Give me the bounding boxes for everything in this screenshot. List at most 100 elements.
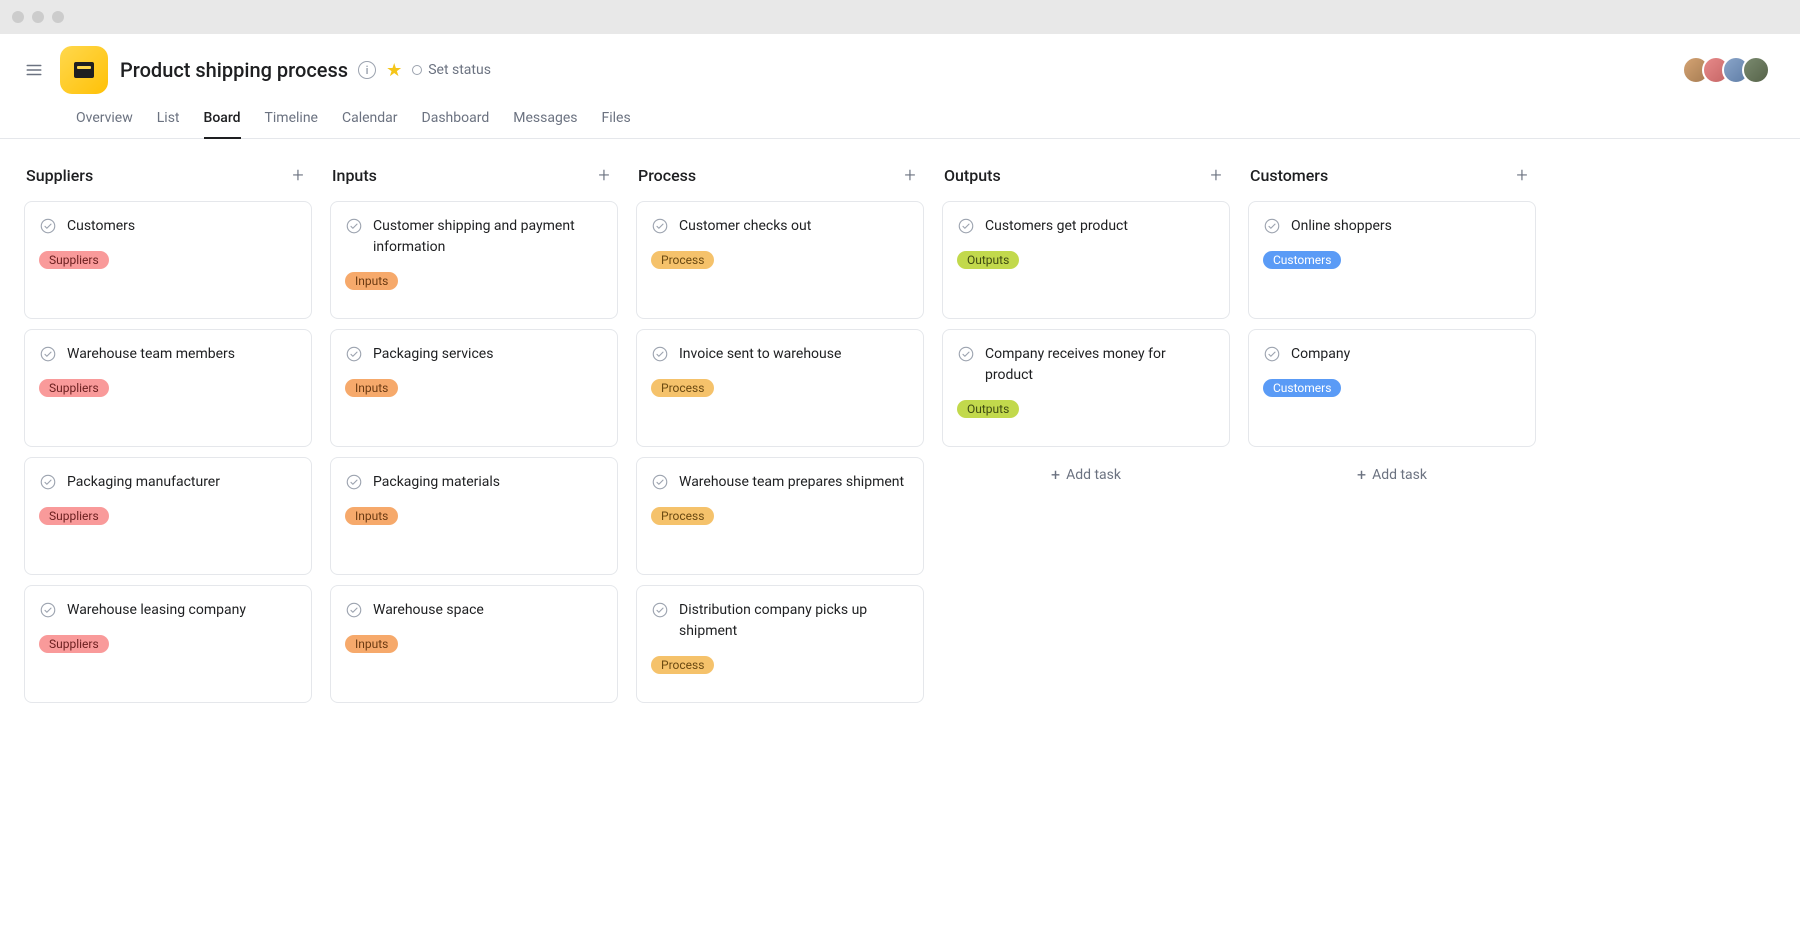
add-card-button[interactable]: + xyxy=(898,163,922,187)
tab-calendar[interactable]: Calendar xyxy=(342,102,398,138)
card-top: Warehouse leasing company xyxy=(39,600,297,621)
task-card[interactable]: Company Customers xyxy=(1248,329,1536,447)
card-tag[interactable]: Outputs xyxy=(957,251,1019,269)
task-card[interactable]: CustomersSuppliers xyxy=(24,201,312,319)
card-top: Customer shipping and payment informatio… xyxy=(345,216,603,258)
tab-messages[interactable]: Messages xyxy=(513,102,577,138)
plus-icon: + xyxy=(1051,467,1060,483)
task-card[interactable]: Distribution company picks up shipment Pr… xyxy=(636,585,924,703)
status-dot-icon xyxy=(412,65,422,75)
task-card[interactable]: Warehouse team prepares shipmentProcess xyxy=(636,457,924,575)
card-tag[interactable]: Suppliers xyxy=(39,635,109,653)
task-card[interactable]: Customer checks out Process xyxy=(636,201,924,319)
project-title[interactable]: Product shipping process xyxy=(120,58,348,82)
info-icon[interactable]: i xyxy=(358,61,376,79)
tab-board[interactable]: Board xyxy=(204,102,241,138)
add-card-button[interactable]: + xyxy=(592,163,616,187)
card-tag[interactable]: Process xyxy=(651,251,714,269)
column-title[interactable]: Suppliers xyxy=(26,166,93,185)
favorite-star-icon[interactable]: ★ xyxy=(386,60,402,81)
card-top: Company receives money for product xyxy=(957,344,1215,386)
add-card-button[interactable]: + xyxy=(1204,163,1228,187)
sidebar-toggle-button[interactable] xyxy=(20,56,48,84)
check-circle-icon[interactable] xyxy=(651,473,669,491)
card-tag[interactable]: Suppliers xyxy=(39,379,109,397)
add-task-label: Add task xyxy=(1066,467,1121,483)
column-title[interactable]: Customers xyxy=(1250,166,1328,185)
card-title: Distribution company picks up shipment xyxy=(679,600,909,642)
traffic-max-icon[interactable] xyxy=(52,11,64,23)
card-top: Customers get product xyxy=(957,216,1215,237)
add-card-button[interactable]: + xyxy=(286,163,310,187)
check-circle-icon[interactable] xyxy=(39,473,57,491)
card-tag[interactable]: Suppliers xyxy=(39,251,109,269)
column-title[interactable]: Outputs xyxy=(944,166,1001,185)
card-title: Company xyxy=(1291,344,1350,365)
task-card[interactable]: Company receives money for product Output… xyxy=(942,329,1230,447)
tab-dashboard[interactable]: Dashboard xyxy=(422,102,490,138)
traffic-min-icon[interactable] xyxy=(32,11,44,23)
card-title: Warehouse space xyxy=(373,600,484,621)
check-circle-icon[interactable] xyxy=(345,601,363,619)
add-task-button[interactable]: +Add task xyxy=(1248,457,1536,493)
tab-timeline[interactable]: Timeline xyxy=(265,102,318,138)
card-title: Packaging materials xyxy=(373,472,500,493)
card-tag[interactable]: Inputs xyxy=(345,379,398,397)
tab-overview[interactable]: Overview xyxy=(76,102,133,138)
card-title: Invoice sent to warehouse xyxy=(679,344,841,365)
check-circle-icon[interactable] xyxy=(345,473,363,491)
card-tag[interactable]: Outputs xyxy=(957,400,1019,418)
card-tag[interactable]: Suppliers xyxy=(39,507,109,525)
check-circle-icon[interactable] xyxy=(1263,345,1281,363)
check-circle-icon[interactable] xyxy=(1263,217,1281,235)
card-tag[interactable]: Process xyxy=(651,507,714,525)
check-circle-icon[interactable] xyxy=(345,217,363,235)
card-tag[interactable]: Process xyxy=(651,379,714,397)
task-card[interactable]: Packaging manufacturerSuppliers xyxy=(24,457,312,575)
hamburger-icon xyxy=(25,61,43,79)
column-header: Inputs + xyxy=(330,163,618,191)
check-circle-icon[interactable] xyxy=(651,345,669,363)
column-title[interactable]: Inputs xyxy=(332,166,377,185)
card-top: Customer checks out xyxy=(651,216,909,237)
check-circle-icon[interactable] xyxy=(651,217,669,235)
card-tag[interactable]: Customers xyxy=(1263,379,1341,397)
task-card[interactable]: Invoice sent to warehouse Process xyxy=(636,329,924,447)
check-circle-icon[interactable] xyxy=(957,345,975,363)
card-tag[interactable]: Inputs xyxy=(345,272,398,290)
card-title: Customers get product xyxy=(985,216,1128,237)
column-title[interactable]: Process xyxy=(638,166,696,185)
task-card[interactable]: Packaging materials Inputs xyxy=(330,457,618,575)
tab-files[interactable]: Files xyxy=(601,102,630,138)
board-column: Suppliers + CustomersSuppliersWarehouse te… xyxy=(24,163,312,703)
task-card[interactable]: Customers get product Outputs xyxy=(942,201,1230,319)
task-card[interactable]: Online shoppersCustomers xyxy=(1248,201,1536,319)
check-circle-icon[interactable] xyxy=(345,345,363,363)
task-card[interactable]: Packaging services Inputs xyxy=(330,329,618,447)
task-card[interactable]: Warehouse leasing company Suppliers xyxy=(24,585,312,703)
tab-list[interactable]: List xyxy=(157,102,180,138)
column-header: Outputs + xyxy=(942,163,1230,191)
card-tag[interactable]: Inputs xyxy=(345,635,398,653)
check-circle-icon[interactable] xyxy=(39,217,57,235)
check-circle-icon[interactable] xyxy=(39,601,57,619)
status-label: Set status xyxy=(428,62,491,78)
card-title: Packaging services xyxy=(373,344,493,365)
member-avatar-stack[interactable] xyxy=(1682,56,1780,84)
card-tag[interactable]: Process xyxy=(651,656,714,674)
add-task-button[interactable]: + Add task xyxy=(942,457,1230,493)
check-circle-icon[interactable] xyxy=(957,217,975,235)
board-column: Outputs+Customers get productOutputsComp… xyxy=(942,163,1230,493)
traffic-close-icon[interactable] xyxy=(12,11,24,23)
task-card[interactable]: Customer shipping and payment informatio… xyxy=(330,201,618,319)
card-top: Company xyxy=(1263,344,1521,365)
set-status-button[interactable]: Set status xyxy=(412,62,491,78)
add-card-button[interactable]: + xyxy=(1510,163,1534,187)
check-circle-icon[interactable] xyxy=(39,345,57,363)
task-card[interactable]: Warehouse team membersSuppliers xyxy=(24,329,312,447)
column-header: Suppliers + xyxy=(24,163,312,191)
card-tag[interactable]: Customers xyxy=(1263,251,1341,269)
check-circle-icon[interactable] xyxy=(651,601,669,619)
card-tag[interactable]: Inputs xyxy=(345,507,398,525)
task-card[interactable]: Warehouse space Inputs xyxy=(330,585,618,703)
